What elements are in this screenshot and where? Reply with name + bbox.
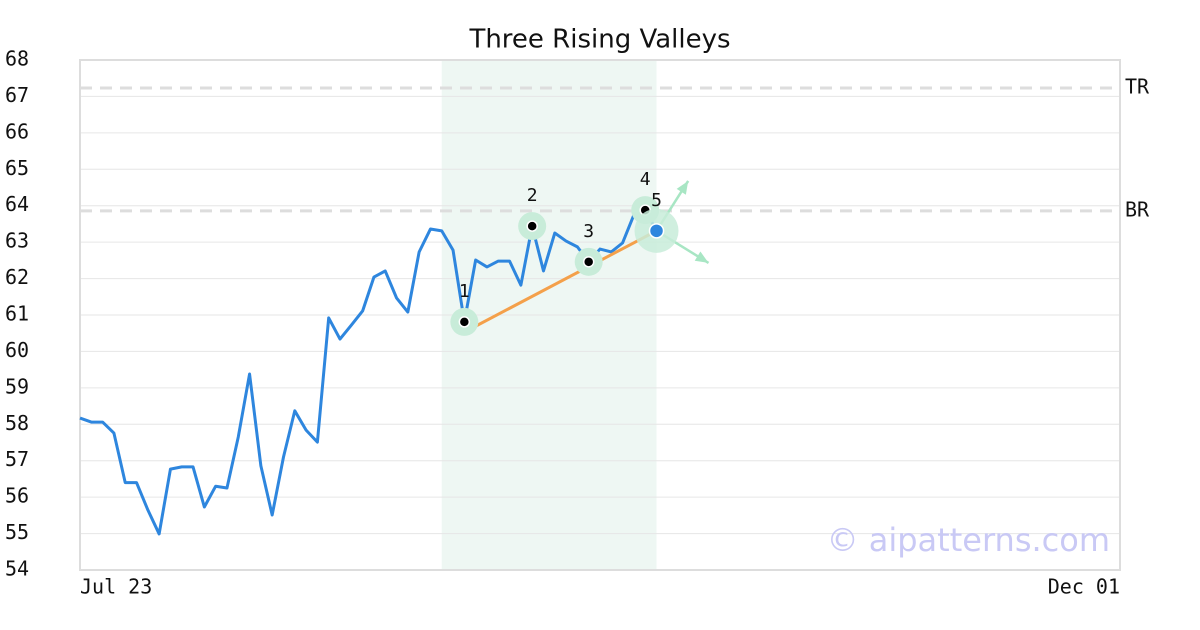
y-tick-label: 65 bbox=[5, 156, 29, 180]
y-tick-label: 58 bbox=[5, 411, 29, 435]
chart-title: Three Rising Valleys bbox=[468, 25, 730, 55]
arrow-head bbox=[676, 180, 689, 195]
y-tick-label: 56 bbox=[5, 484, 29, 508]
plot-frame bbox=[79, 59, 1121, 571]
pattern-point bbox=[582, 256, 595, 268]
y-tick-label: 67 bbox=[5, 83, 29, 107]
y-tick-label: 54 bbox=[5, 557, 29, 581]
y-tick-label: 63 bbox=[5, 229, 29, 253]
y-tick-label: 55 bbox=[5, 520, 29, 544]
level-label: TR bbox=[1125, 75, 1150, 99]
point-label: 2 bbox=[527, 185, 538, 206]
pattern-point bbox=[458, 316, 471, 328]
y-tick-label: 57 bbox=[5, 447, 29, 471]
point-label: 1 bbox=[459, 281, 470, 302]
arrow-head bbox=[694, 251, 709, 263]
point-label: 3 bbox=[583, 221, 594, 242]
watermark: © aipatterns.com bbox=[827, 521, 1110, 559]
pattern-point bbox=[526, 220, 538, 232]
y-tick-label: 61 bbox=[5, 302, 29, 326]
x-tick-label: Dec 01 bbox=[1048, 575, 1120, 599]
y-tick-label: 68 bbox=[5, 47, 29, 71]
x-tick-label: Jul 23 bbox=[80, 575, 152, 599]
y-tick-label: 59 bbox=[5, 374, 29, 398]
trend-line bbox=[463, 229, 658, 334]
y-tick-label: 66 bbox=[5, 119, 29, 143]
pattern-point bbox=[648, 223, 665, 239]
y-tick-label: 64 bbox=[5, 192, 29, 216]
point-label: 4 bbox=[640, 169, 651, 190]
point-label: 5 bbox=[651, 190, 662, 211]
y-tick-label: 60 bbox=[5, 338, 29, 362]
level-label: BR bbox=[1125, 197, 1150, 221]
price-line bbox=[79, 208, 658, 536]
y-tick-label: 62 bbox=[5, 265, 29, 289]
